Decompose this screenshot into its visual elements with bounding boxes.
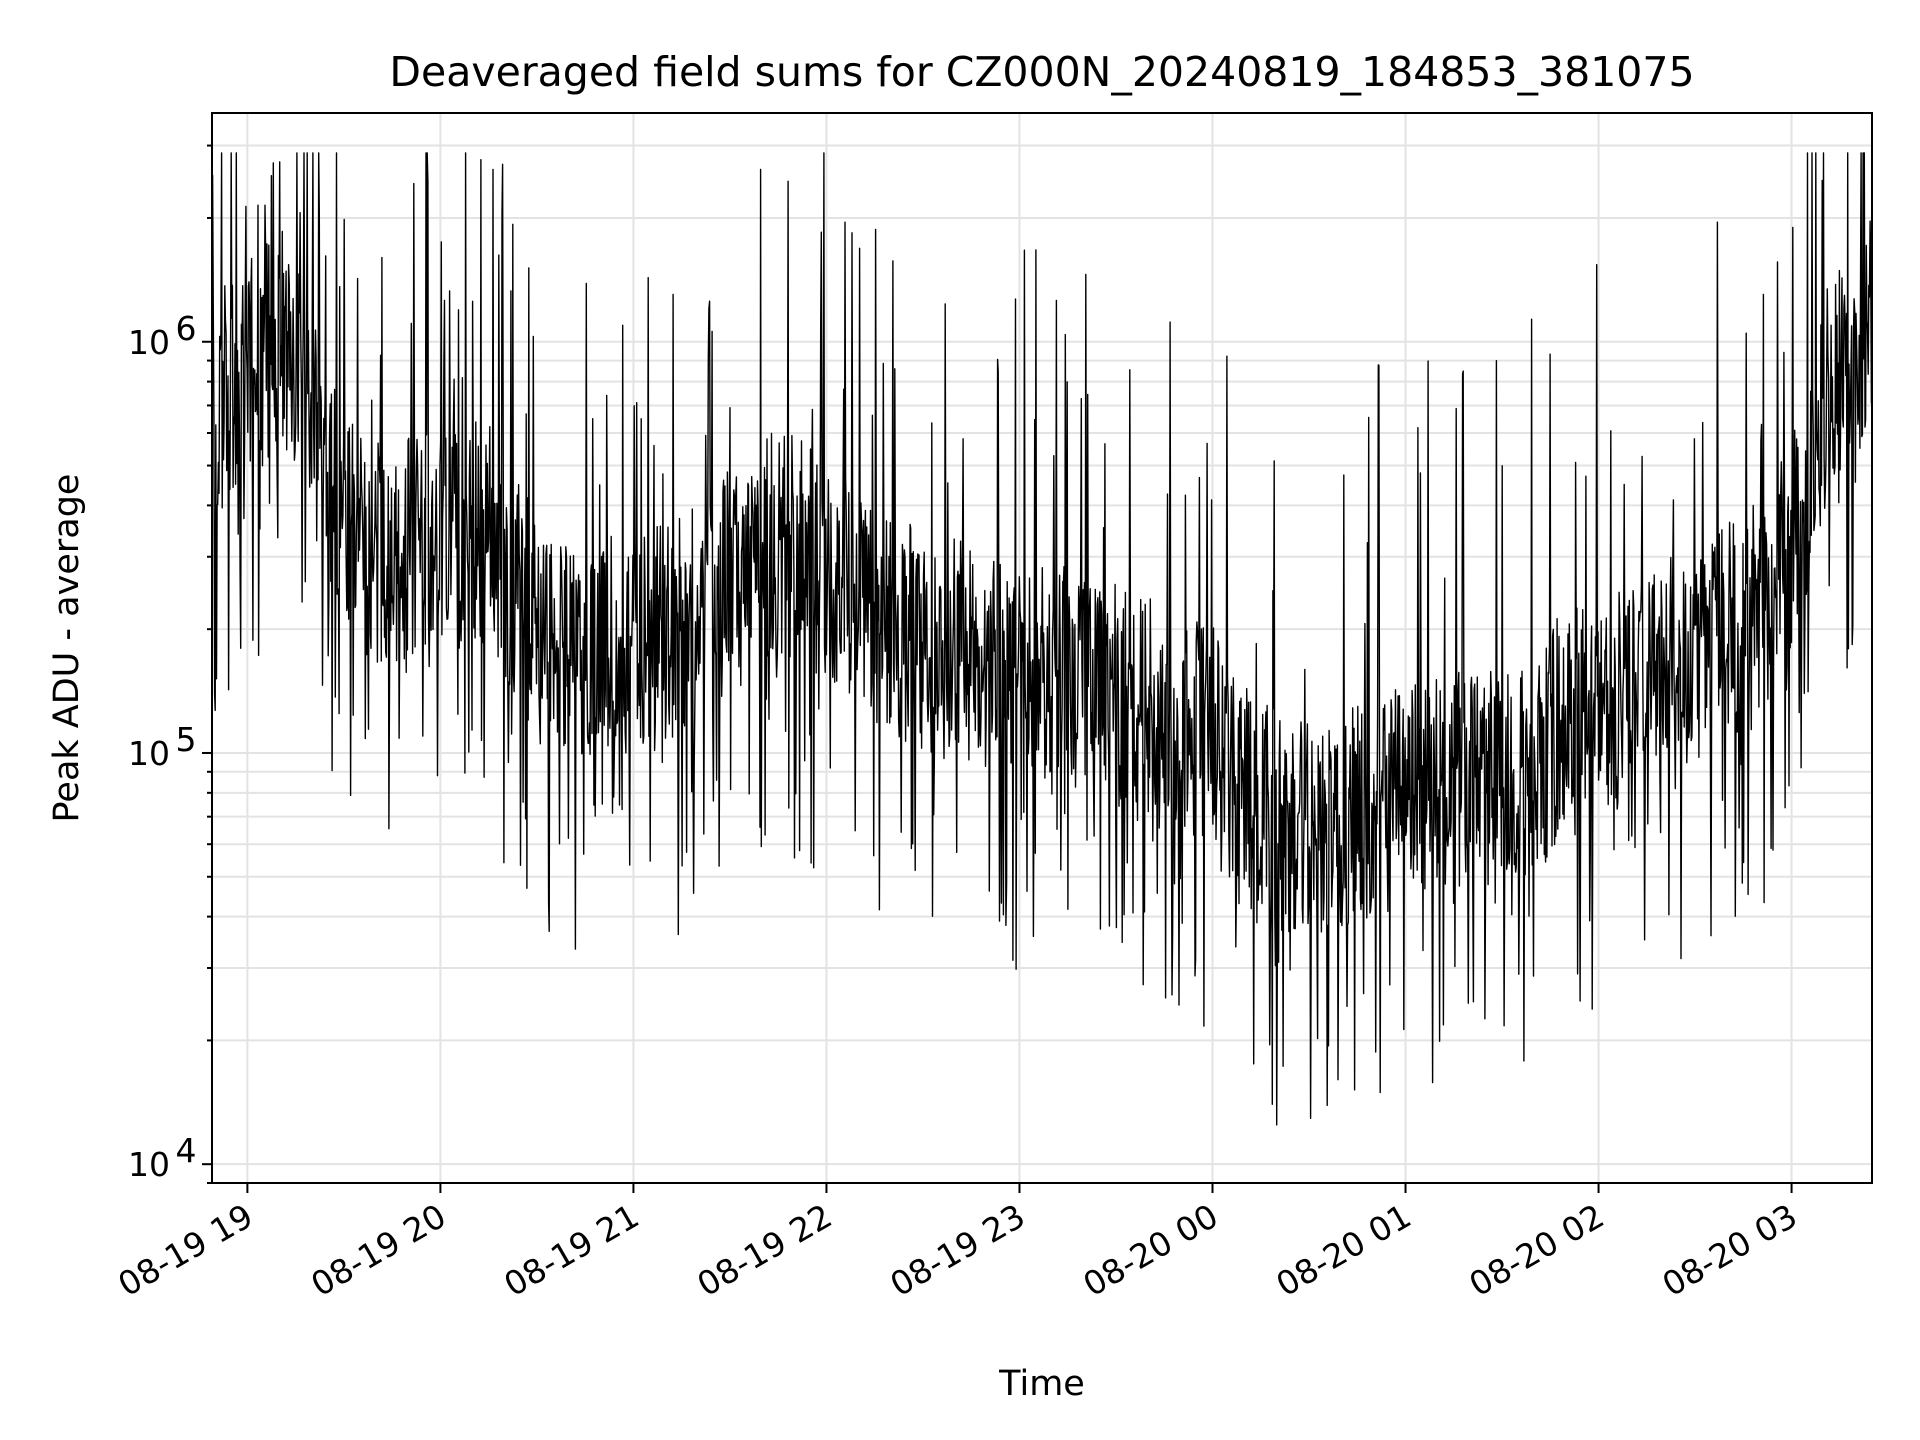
x-tick-label: 08-19 19 — [111, 1196, 259, 1304]
y-tick-label: 10 — [128, 323, 170, 362]
y-tick-label: 10 — [128, 1145, 170, 1184]
x-tick-label: 08-20 00 — [1077, 1196, 1225, 1304]
grid — [212, 113, 1872, 1184]
x-tick-label: 08-19 20 — [304, 1196, 452, 1304]
plot-frame — [211, 112, 1873, 1184]
x-tick-label: 08-19 21 — [497, 1196, 645, 1304]
chart-title: Deaveraged field sums for CZ000N_2024081… — [389, 48, 1694, 96]
x-tick-label: 08-20 01 — [1270, 1196, 1418, 1304]
y-tick-exponent: 4 — [176, 1131, 197, 1170]
x-tick-label: 08-20 03 — [1656, 1196, 1804, 1304]
y-axis-label: Peak ADU - average — [47, 474, 87, 823]
x-tick-label: 08-20 02 — [1463, 1196, 1611, 1304]
y-tick-label: 10 — [128, 734, 170, 773]
y-tick-base: 10 — [128, 323, 170, 362]
x-tick-label: 08-19 22 — [690, 1196, 838, 1304]
x-axis-label: Time — [998, 1364, 1085, 1404]
y-tick-base: 10 — [128, 1145, 170, 1184]
y-tick-exponent: 5 — [176, 720, 197, 759]
y-tick-exponent: 6 — [176, 309, 197, 348]
x-tick-label: 08-19 23 — [883, 1196, 1031, 1304]
series-line — [211, 152, 1873, 1126]
data-layer — [211, 152, 1873, 1126]
y-tick-base: 10 — [128, 734, 170, 773]
